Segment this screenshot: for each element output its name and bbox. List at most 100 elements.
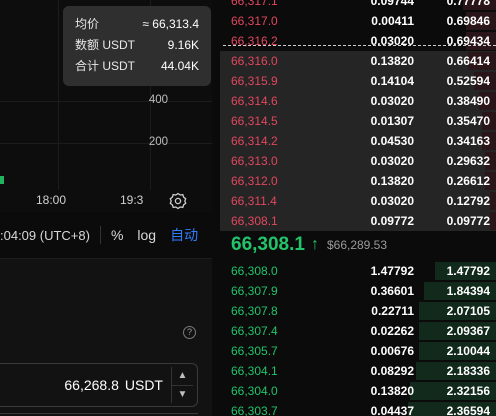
bid-depth-bar xyxy=(419,302,496,320)
percent-scale-button[interactable]: % xyxy=(110,227,124,243)
timezone-clock[interactable]: :04:09 (UTC+8) xyxy=(0,227,90,243)
bid-total: 2.32156 xyxy=(446,384,490,398)
stepper-down-icon[interactable]: ▼ xyxy=(177,388,188,400)
bid-depth-bar xyxy=(410,382,496,400)
bid-row[interactable]: 66,307.4 0.02262 2.09367 xyxy=(220,321,496,341)
y-axis-tick: 200 xyxy=(148,136,168,148)
bid-price: 66,304.1 xyxy=(231,364,278,378)
order-form-panel: ? 66,268.8 USDT ▲ ▼ xyxy=(0,258,212,416)
log-scale-button[interactable]: log xyxy=(137,227,157,243)
mark-price-dashed-line xyxy=(223,45,496,46)
ask-depth-bar xyxy=(490,192,496,210)
x-axis-tick: 19:3 xyxy=(120,193,144,207)
bid-row[interactable]: 66,303.7 0.04437 2.36594 xyxy=(220,401,496,416)
ask-row[interactable]: 66,314.6 0.03020 0.38490 xyxy=(220,91,496,111)
bid-price: 66,307.9 xyxy=(231,284,278,298)
ask-row[interactable]: 66,316.0 0.13820 0.66414 xyxy=(220,51,496,71)
ask-amount: 0.03020 xyxy=(370,94,414,108)
bid-row[interactable]: 66,307.9 0.36601 1.84394 xyxy=(220,281,496,301)
tooltip-label: 合计 USDT xyxy=(75,59,136,73)
grid-line xyxy=(58,0,59,190)
bid-amount: 0.00676 xyxy=(370,344,414,358)
help-icon[interactable]: ? xyxy=(183,326,196,339)
bid-price: 66,304.0 xyxy=(231,384,278,398)
ask-amount: 0.03020 xyxy=(370,154,414,168)
ask-total: 0.34163 xyxy=(446,134,490,148)
ask-amount: 0.00411 xyxy=(371,14,414,28)
settings-gear-icon[interactable] xyxy=(168,191,188,211)
grid-line xyxy=(150,0,151,190)
ask-row[interactable]: 66,313.0 0.03020 0.29632 xyxy=(220,151,496,171)
up-arrow-icon: ↑ xyxy=(310,236,319,253)
ask-depth-bar xyxy=(479,92,496,110)
ask-total: 0.38490 xyxy=(446,94,490,108)
ask-row[interactable]: 66,308.1 0.09772 0.09772 xyxy=(220,211,496,231)
ask-row[interactable]: 66,317.1 0.09744 0.77778 xyxy=(220,0,496,11)
auto-scale-button[interactable]: 自动 xyxy=(170,227,199,243)
bid-amount: 0.22711 xyxy=(371,304,414,318)
ask-price: 66,312.0 xyxy=(231,174,278,188)
ask-amount: 0.04530 xyxy=(370,134,414,148)
bid-row[interactable]: 66,304.1 0.08292 2.18336 xyxy=(220,361,496,381)
ask-total: 0.77778 xyxy=(446,0,490,8)
bid-row[interactable]: 66,308.0 1.47792 1.47792 xyxy=(220,261,496,281)
x-axis-tick: 18:00 xyxy=(36,193,67,207)
bid-amount: 0.08292 xyxy=(370,364,414,378)
mark-price: $66,289.53 xyxy=(326,238,388,252)
bid-depth-bar xyxy=(408,402,496,416)
ask-total: 0.29632 xyxy=(446,154,490,168)
ask-amount: 0.09744 xyxy=(370,0,414,8)
ask-total: 0.69846 xyxy=(446,14,490,28)
bid-row[interactable]: 66,305.7 0.00676 2.10044 xyxy=(220,341,496,361)
last-price-row: 66,308.1 ↑ $66,289.53 xyxy=(231,231,387,259)
grid-line xyxy=(0,143,218,144)
tooltip-value: ≈ 66,313.4 xyxy=(142,17,199,31)
ask-row[interactable]: 66,315.9 0.14104 0.52594 xyxy=(220,71,496,91)
ask-row[interactable]: 66,312.0 0.13820 0.26612 xyxy=(220,171,496,191)
bid-total: 2.18336 xyxy=(446,364,490,378)
tooltip-row-avg: 均价 ≈ 66,313.4 xyxy=(75,14,199,35)
ask-total: 0.52594 xyxy=(446,74,490,88)
bid-row[interactable]: 66,307.8 0.22711 2.07105 xyxy=(220,301,496,321)
bid-depth-bar xyxy=(435,262,496,280)
bid-total: 2.36594 xyxy=(446,404,490,416)
ask-total: 0.35470 xyxy=(446,114,490,128)
ask-row[interactable]: 66,311.4 0.03020 0.12792 xyxy=(220,191,496,211)
price-tooltip: 均价 ≈ 66,313.4 数额 USDT 9.16K 合计 USDT 44.0… xyxy=(63,6,211,86)
ask-row[interactable]: 66,314.5 0.01307 0.35470 xyxy=(220,111,496,131)
bid-depth-bar xyxy=(419,342,496,360)
ask-amount: 0.03020 xyxy=(370,34,414,48)
bid-depth-bar xyxy=(416,362,496,380)
bid-price: 66,307.4 xyxy=(231,324,278,338)
ask-row[interactable]: 66,316.2 0.03020 0.69434 xyxy=(220,31,496,51)
amount-input[interactable] xyxy=(0,413,198,416)
bid-amount: 0.02262 xyxy=(370,324,414,338)
ask-total: 0.26612 xyxy=(446,174,490,188)
price-input[interactable]: 66,268.8 USDT ▲ ▼ xyxy=(0,363,198,407)
grid-line xyxy=(0,101,218,102)
bid-amount: 0.36601 xyxy=(370,284,414,298)
ask-price: 66,314.5 xyxy=(231,114,278,128)
ask-price: 66,308.1 xyxy=(231,214,278,228)
ask-total: 0.09772 xyxy=(446,214,490,228)
stepper-up-icon[interactable]: ▲ xyxy=(172,367,193,386)
bid-price: 66,308.0 xyxy=(231,264,278,278)
bid-total: 2.09367 xyxy=(446,324,490,338)
ask-depth-bar xyxy=(485,172,496,190)
ask-depth-bar xyxy=(482,112,496,130)
tooltip-value: 44.04K xyxy=(160,59,199,73)
ask-amount: 0.09772 xyxy=(370,214,414,228)
ask-amount: 0.01307 xyxy=(370,114,414,128)
tooltip-value: 9.16K xyxy=(167,38,199,52)
ask-row[interactable]: 66,314.2 0.04530 0.34163 xyxy=(220,131,496,151)
volume-bar xyxy=(0,176,4,184)
bid-row[interactable]: 66,304.0 0.13820 2.32156 xyxy=(220,381,496,401)
tooltip-label: 数额 USDT xyxy=(75,38,136,52)
order-book: 66,317.1 0.09744 0.77778 66,317.0 0.00411 0.6… xyxy=(220,0,496,416)
ask-row[interactable]: 66,317.0 0.00411 0.69846 xyxy=(220,11,496,31)
ask-depth-bar xyxy=(474,72,496,90)
toolbar-divider xyxy=(99,226,101,244)
ask-price: 66,316.0 xyxy=(231,54,278,68)
price-input-value[interactable]: 66,268.8 xyxy=(64,377,119,393)
price-stepper[interactable]: ▲ ▼ xyxy=(171,367,193,403)
